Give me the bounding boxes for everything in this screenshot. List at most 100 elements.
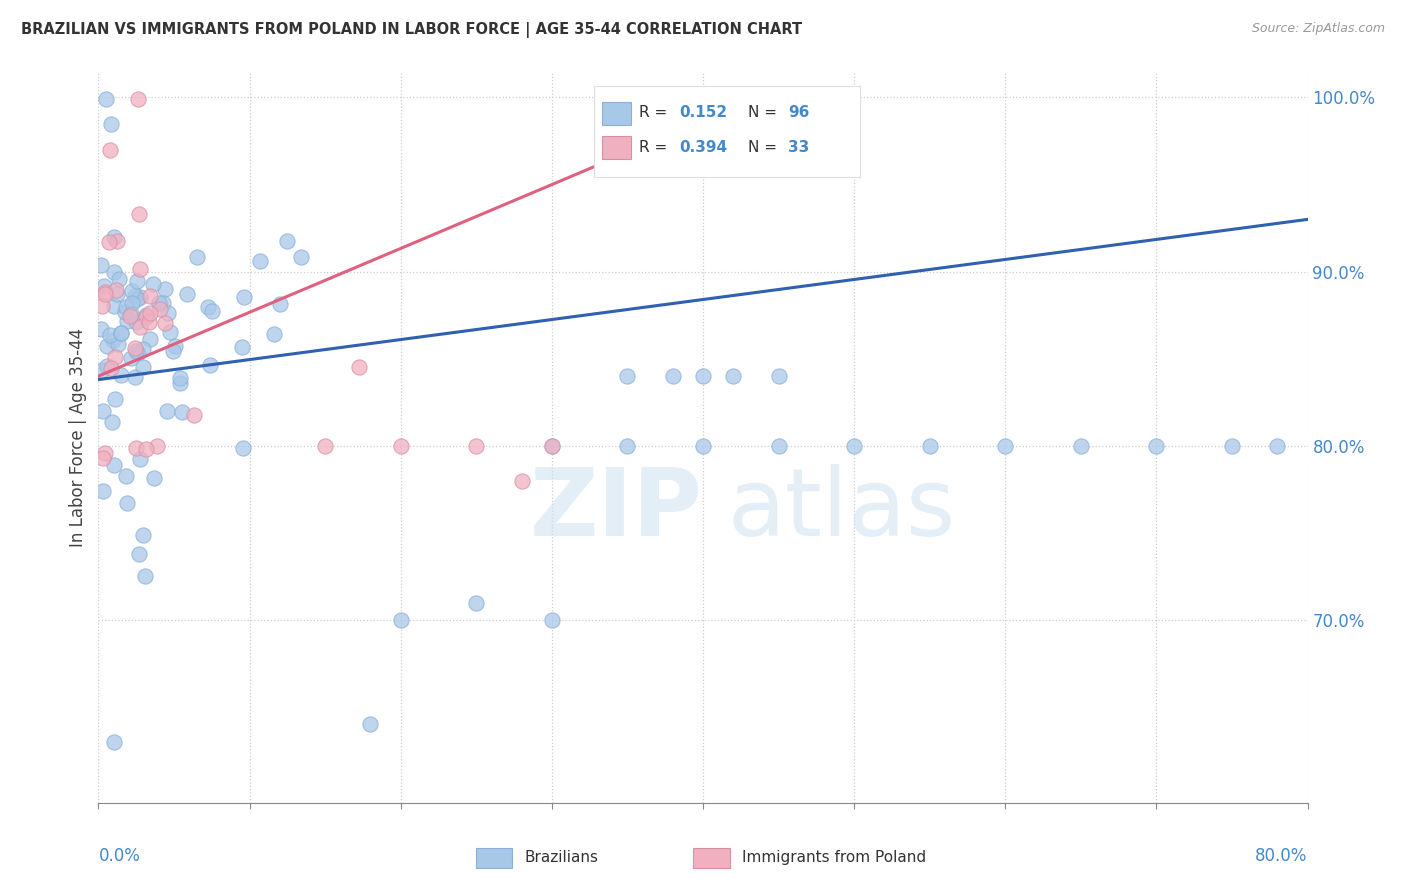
Point — [103, 300, 125, 314]
Text: 80.0%: 80.0% — [1256, 847, 1308, 864]
Point — [104, 392, 127, 406]
Point — [100, 360, 122, 375]
Point — [100, 328, 122, 343]
Point — [135, 308, 157, 322]
Point — [142, 471, 165, 485]
Point — [142, 277, 165, 291]
Text: atlas: atlas — [727, 464, 956, 557]
Point — [110, 368, 132, 383]
Point — [93, 279, 115, 293]
Point — [125, 293, 148, 307]
Point — [98, 143, 121, 157]
Point — [132, 528, 155, 542]
Point — [132, 342, 155, 356]
Point — [155, 282, 177, 296]
Point — [692, 369, 714, 384]
Point — [232, 441, 254, 455]
Point — [540, 613, 562, 627]
Point — [169, 376, 191, 391]
Point — [90, 322, 112, 336]
Point — [844, 439, 866, 453]
Point — [93, 451, 115, 466]
Point — [152, 296, 174, 310]
Text: BRAZILIAN VS IMMIGRANTS FROM POLAND IN LABOR FORCE | AGE 35-44 CORRELATION CHART: BRAZILIAN VS IMMIGRANTS FROM POLAND IN L… — [21, 22, 803, 38]
Point — [249, 254, 271, 268]
Point — [94, 285, 117, 300]
Point — [121, 284, 143, 298]
Point — [128, 547, 150, 561]
Point — [127, 346, 149, 360]
Point — [110, 326, 132, 340]
Point — [139, 332, 162, 346]
Point — [146, 439, 169, 453]
Point — [465, 595, 488, 609]
Point — [918, 439, 941, 453]
Point — [125, 441, 148, 455]
Point — [135, 310, 157, 325]
Point — [120, 307, 142, 321]
Point — [1267, 439, 1289, 453]
Point — [129, 452, 152, 467]
Point — [231, 340, 253, 354]
Point — [176, 286, 198, 301]
Point — [159, 325, 181, 339]
Point — [125, 343, 148, 358]
Point — [96, 359, 118, 373]
Point — [101, 333, 124, 347]
Point — [132, 359, 155, 374]
Text: ZIP: ZIP — [530, 464, 703, 557]
Point — [108, 271, 131, 285]
Point — [149, 302, 172, 317]
Point — [139, 289, 162, 303]
Point — [129, 289, 152, 303]
Point — [183, 408, 205, 422]
Point — [389, 613, 412, 627]
Point — [104, 283, 127, 297]
Point — [169, 371, 191, 385]
Point — [97, 235, 120, 249]
Point — [314, 439, 336, 453]
Point — [172, 405, 194, 419]
Point — [125, 274, 148, 288]
Point — [103, 265, 125, 279]
Point — [117, 496, 139, 510]
Point — [1144, 439, 1167, 453]
Point — [105, 287, 128, 301]
Point — [128, 262, 150, 277]
Point — [124, 342, 146, 356]
Point — [94, 92, 117, 106]
Point — [768, 369, 790, 384]
Y-axis label: In Labor Force | Age 35-44: In Labor Force | Age 35-44 — [69, 327, 87, 547]
Point — [156, 306, 179, 320]
Point — [1070, 439, 1092, 453]
Point — [96, 339, 118, 353]
Point — [153, 317, 176, 331]
Point — [156, 404, 179, 418]
Point — [115, 314, 138, 328]
Point — [128, 207, 150, 221]
Point — [127, 92, 149, 106]
Point — [91, 299, 114, 313]
Point — [101, 415, 124, 429]
Point — [263, 326, 285, 341]
Point — [201, 304, 224, 318]
Point — [115, 301, 138, 315]
Point — [616, 369, 638, 384]
Point — [138, 315, 160, 329]
Point — [540, 439, 562, 453]
Point — [90, 363, 112, 377]
Point — [90, 258, 112, 272]
Point — [269, 297, 291, 311]
Point — [120, 309, 142, 323]
Point — [768, 439, 790, 453]
Point — [165, 339, 187, 353]
Point — [290, 250, 312, 264]
Point — [120, 351, 142, 365]
Point — [124, 315, 146, 329]
Point — [121, 296, 143, 310]
Point — [139, 306, 162, 320]
Point — [134, 569, 156, 583]
Point — [104, 350, 127, 364]
Point — [616, 439, 638, 453]
Point — [128, 319, 150, 334]
